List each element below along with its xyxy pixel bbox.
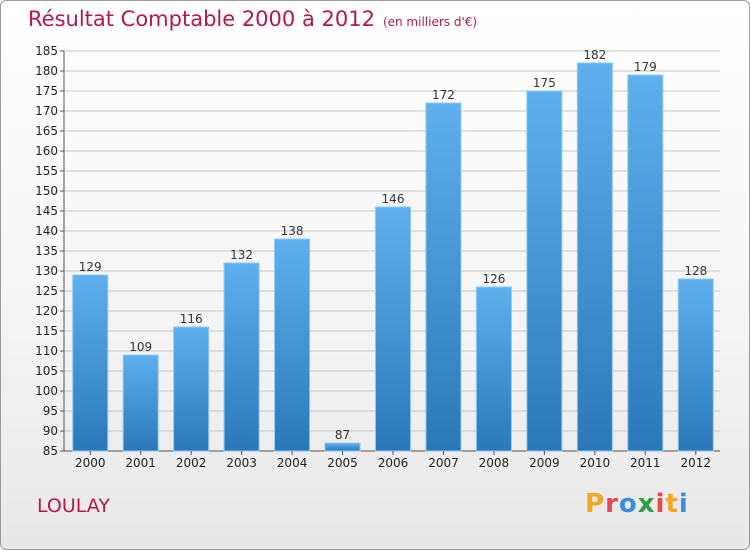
x-tick-label: 2002 — [176, 456, 207, 470]
bar — [72, 274, 109, 452]
x-tick-label: 2001 — [125, 456, 156, 470]
chart-title: Résultat Comptable 2000 à 2012 (en millie… — [28, 7, 477, 31]
y-tick-label: 90 — [43, 424, 58, 438]
y-tick-label: 160 — [35, 144, 58, 158]
bar-value-label: 129 — [79, 260, 102, 274]
bar-value-label: 128 — [684, 264, 707, 278]
y-tick-label: 135 — [35, 244, 58, 258]
y-tick-label: 170 — [35, 104, 58, 118]
bar — [223, 262, 260, 452]
logo-letter: t — [665, 489, 679, 519]
bar-value-label: 116 — [180, 312, 203, 326]
x-tick-label: 2006 — [378, 456, 409, 470]
bar-value-label: 109 — [129, 340, 152, 354]
bar — [173, 326, 210, 452]
bar-value-label: 175 — [533, 76, 556, 90]
bar — [677, 278, 714, 452]
y-tick-label: 100 — [35, 384, 58, 398]
y-tick-label: 140 — [35, 224, 58, 238]
y-tick-label: 130 — [35, 264, 58, 278]
logo-letter: r — [605, 489, 619, 519]
proxiti-logo: Proxiti — [585, 489, 689, 519]
x-tick-label: 2003 — [226, 456, 257, 470]
y-tick-label: 120 — [35, 304, 58, 318]
y-tick-label: 145 — [35, 204, 58, 218]
bar-value-label: 182 — [583, 48, 606, 62]
x-tick-label: 2005 — [327, 456, 358, 470]
bar-value-label: 138 — [281, 224, 304, 238]
bar-value-label: 146 — [382, 192, 405, 206]
y-tick-label: 115 — [35, 324, 58, 338]
bar — [274, 238, 311, 452]
x-tick-label: 2009 — [529, 456, 560, 470]
y-tick-label: 180 — [35, 64, 58, 78]
bar — [576, 62, 613, 452]
bar — [122, 354, 159, 452]
y-tick-label: 155 — [35, 164, 58, 178]
x-tick-label: 2008 — [479, 456, 510, 470]
logo-letter: x — [637, 489, 656, 519]
y-tick-label: 175 — [35, 84, 58, 98]
y-tick-label: 110 — [35, 344, 58, 358]
logo-letter: P — [585, 489, 606, 519]
x-tick-label: 2011 — [630, 456, 661, 470]
y-tick-label: 125 — [35, 284, 58, 298]
y-tick-label: 85 — [43, 444, 58, 458]
bar-value-label: 172 — [432, 88, 455, 102]
logo-letter: i — [678, 489, 689, 519]
y-tick-label: 165 — [35, 124, 58, 138]
place-name: LOULAY — [37, 495, 110, 517]
chart-subtitle: (en milliers d'€) — [382, 15, 478, 29]
x-tick-label: 2000 — [75, 456, 106, 470]
bar — [475, 286, 512, 452]
bar-value-label: 126 — [482, 272, 505, 286]
bar — [375, 206, 411, 452]
x-tick-label: 2012 — [680, 456, 711, 470]
bar-value-label: 132 — [230, 248, 253, 262]
y-tick-label: 150 — [35, 184, 58, 198]
y-tick-label: 95 — [43, 404, 58, 418]
x-tick-label: 2010 — [580, 456, 611, 470]
chart-title-main: Résultat Comptable 2000 à 2012 — [28, 7, 375, 31]
y-tick-label: 185 — [35, 44, 58, 58]
bar-value-label: 179 — [634, 60, 657, 74]
x-tick-label: 2007 — [428, 456, 459, 470]
x-tick-label: 2004 — [277, 456, 308, 470]
bar — [627, 74, 664, 452]
y-tick-label: 105 — [35, 364, 58, 378]
logo-letter: o — [618, 489, 638, 519]
bar — [425, 102, 462, 452]
bar-value-label: 87 — [335, 428, 350, 442]
bar — [526, 90, 563, 452]
logo-letter: i — [655, 489, 666, 519]
bar — [324, 442, 361, 452]
